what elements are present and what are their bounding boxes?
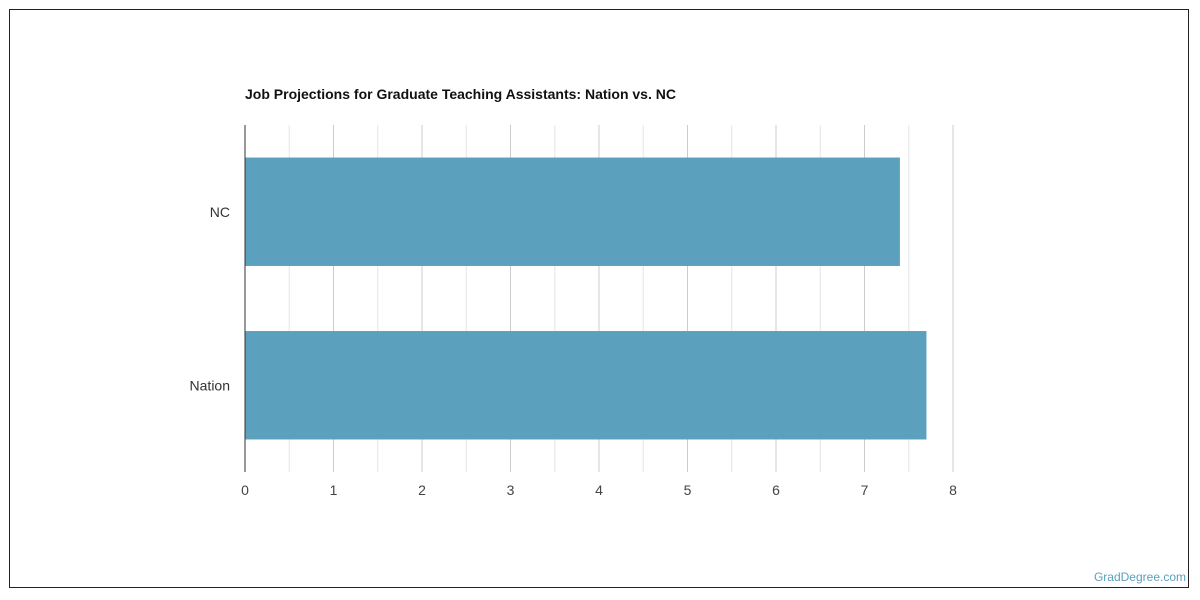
bars [245,157,927,440]
x-tick-label: 6 [772,482,780,498]
bar-nc [245,157,900,266]
x-tick-label: 0 [241,482,249,498]
x-tick-label: 8 [949,482,957,498]
x-tick-label: 4 [595,482,603,498]
watermark: GradDegree.com [1093,570,1186,584]
bar-nation [245,331,927,440]
chart-title: Job Projections for Graduate Teaching As… [245,86,676,102]
x-tick-label: 1 [330,482,338,498]
category-label-nc: NC [210,204,230,220]
x-tick-labels: 0 1 2 3 4 5 6 7 8 [241,482,957,498]
x-tick-label: 7 [861,482,869,498]
category-labels: NC Nation [190,204,230,394]
x-tick-label: 2 [418,482,426,498]
category-label-nation: Nation [190,377,230,393]
x-tick-label: 5 [684,482,692,498]
x-tick-label: 3 [507,482,515,498]
